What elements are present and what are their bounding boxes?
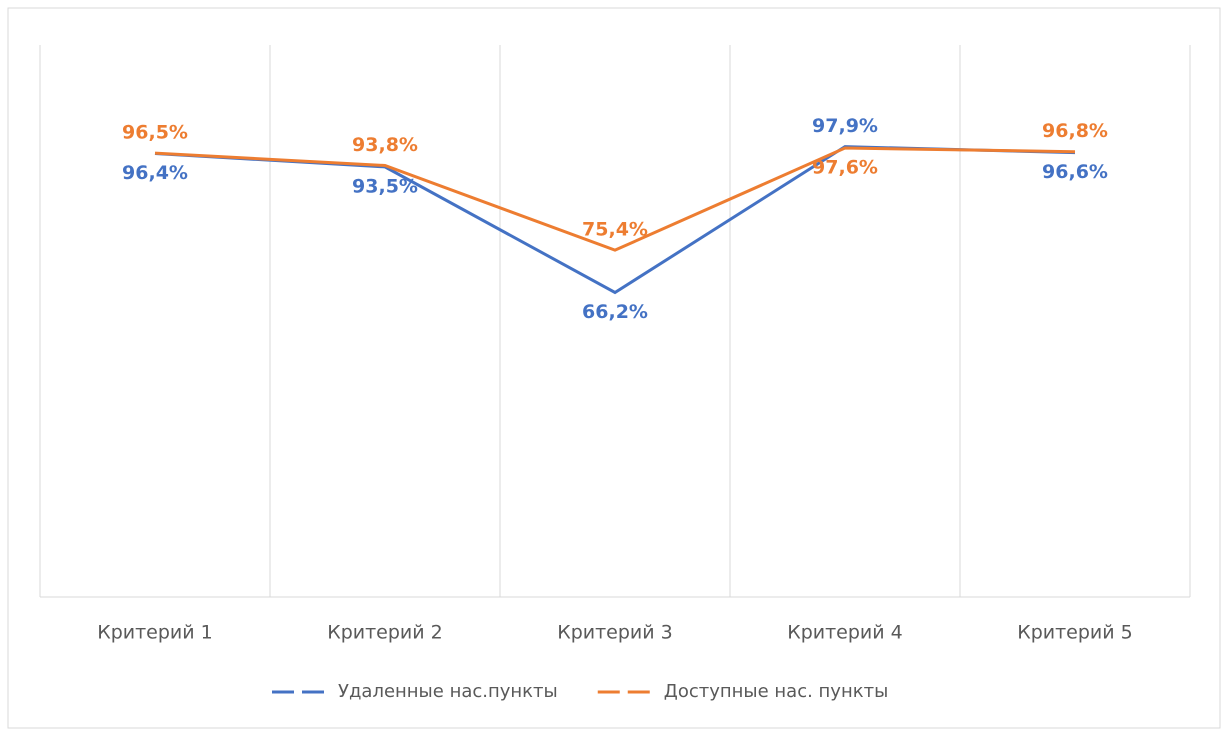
data-label: 96,4% (122, 162, 188, 184)
x-tick-label: Критерий 3 (557, 622, 673, 644)
data-label: 66,2% (582, 301, 648, 323)
legend-label: Доступные нас. пункты (664, 681, 889, 702)
legend-label: Удаленные нас.пункты (338, 681, 558, 702)
data-label: 96,8% (1042, 120, 1108, 142)
data-label: 93,8% (352, 134, 418, 156)
x-tick-label: Критерий 1 (97, 622, 213, 644)
x-tick-label: Критерий 4 (787, 622, 903, 644)
series-line (154, 146, 1076, 252)
data-label: 96,5% (122, 122, 188, 144)
data-label: 97,6% (812, 157, 878, 179)
x-tick-label: Критерий 2 (327, 622, 443, 644)
x-tick-label: Критерий 5 (1017, 622, 1133, 644)
chart-border (7, 7, 1221, 729)
data-label: 93,5% (352, 175, 418, 197)
data-label: 75,4% (582, 219, 648, 241)
data-label: 97,9% (812, 115, 878, 137)
data-label: 96,6% (1042, 161, 1108, 183)
